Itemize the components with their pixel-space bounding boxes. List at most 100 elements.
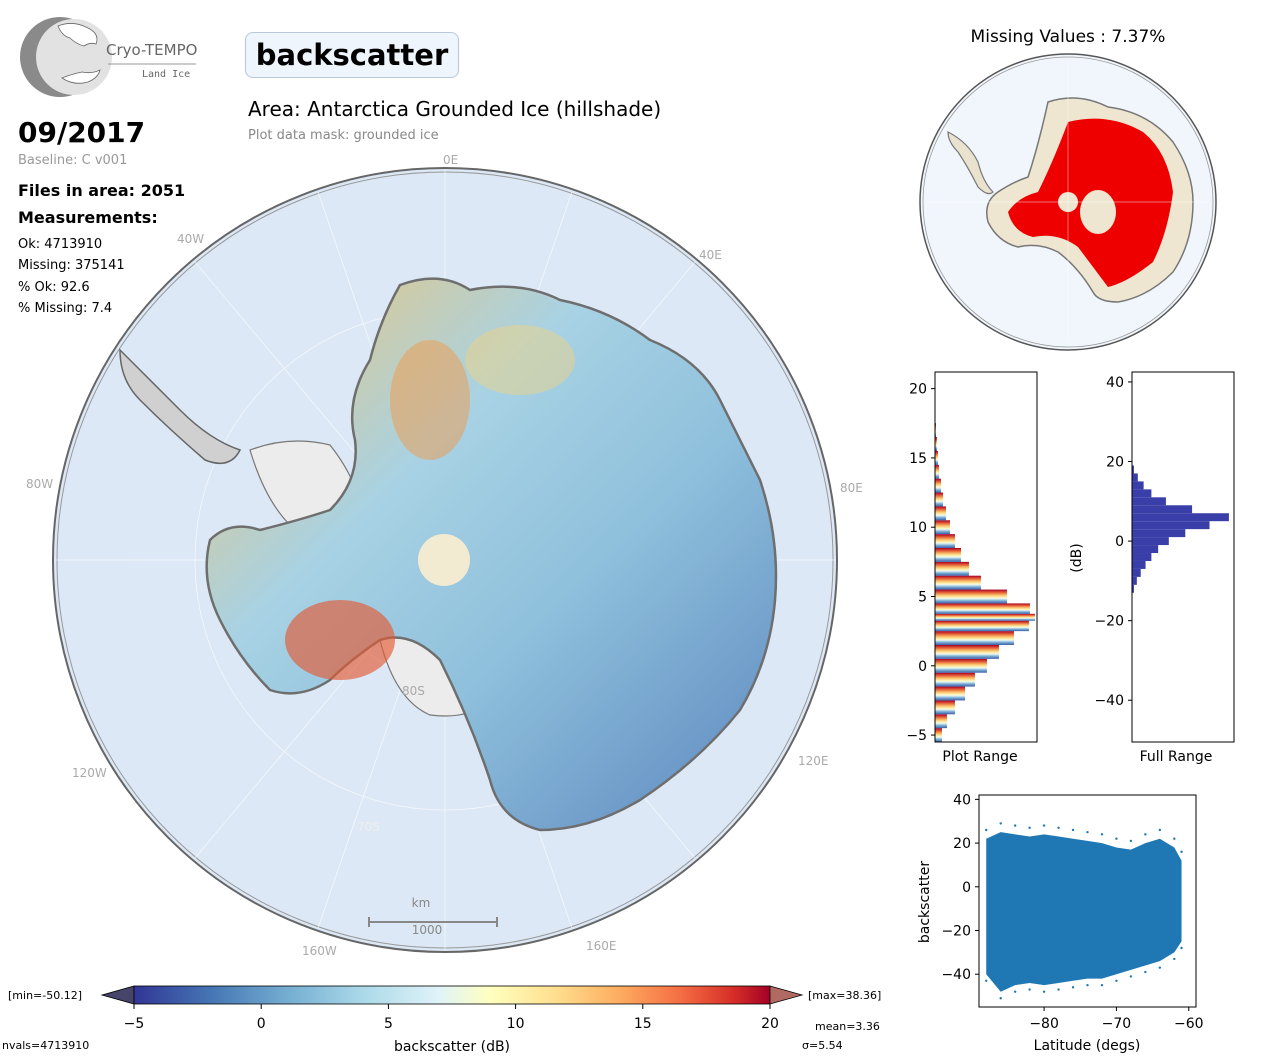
plot-range-bar (935, 478, 941, 493)
plot-range-tick-label: 5 (918, 589, 927, 605)
scatter-point (1115, 979, 1118, 982)
baseline-label: Baseline: C v001 (18, 153, 128, 168)
scatter-point (1180, 946, 1183, 950)
full-range-bar (1132, 568, 1141, 577)
plot-range-bar (935, 561, 969, 576)
logo-subtitle: Land Ice (142, 69, 191, 80)
scatter-point (1071, 986, 1075, 989)
scatter-xlabel: Latitude (degs) (1034, 1038, 1141, 1054)
full-range-bar (1132, 513, 1229, 522)
scatter-point (1173, 837, 1176, 840)
full-range-tick-label: 20 (1106, 455, 1124, 471)
lon-label-80e: 80E (840, 481, 863, 495)
scatter-point (1042, 990, 1046, 993)
scatter-x-tick-label: −80 (1029, 1016, 1059, 1032)
plot-range-bar (935, 714, 947, 729)
colorbar-tick-label: 20 (761, 1016, 779, 1032)
scatter-y-tick-label: 0 (962, 880, 971, 896)
scatter-point (1144, 970, 1147, 974)
colorbar-min-arrow (100, 985, 135, 1005)
plot-range-bar (935, 700, 955, 715)
full-range-tick-label: 0 (1115, 534, 1124, 550)
full-range-bar (1132, 584, 1134, 593)
scatter-point (1057, 826, 1060, 829)
full-range-bar (1132, 465, 1134, 474)
full-range-tick-label: 40 (1106, 375, 1124, 391)
lon-label-120e: 120E (798, 754, 829, 768)
plot-range-bar (935, 520, 950, 535)
scatter-point (1071, 828, 1075, 832)
plot-range-tick-label: 15 (909, 451, 927, 467)
plot-range-bar (935, 534, 955, 548)
nvals-label: nvals=4713910 (2, 1039, 89, 1052)
colorbar-tick-label: 5 (384, 1016, 393, 1032)
high-backscatter-patch (285, 600, 395, 680)
scatter-y-tick-label: 40 (953, 792, 971, 808)
plot-range-bar (935, 631, 1014, 645)
scatter-point (1100, 833, 1104, 836)
scatter-point (1144, 833, 1147, 836)
scatter-point (1100, 983, 1104, 987)
medium-backscatter-patch (465, 325, 575, 395)
plot-range-bar (935, 437, 937, 451)
plot-range-tick-label: −5 (906, 728, 927, 744)
plot-range-frame (934, 371, 1038, 743)
latitude-scatter-plot: −80 −70 −60 −40 −20 0 20 40 Latitude (degs) bac… (917, 792, 1204, 1054)
scatter-frame (978, 794, 1197, 1008)
colorbar-min-label: [min=-50.12] (8, 989, 82, 1002)
logo-title: Cryo-TEMPO (106, 41, 198, 59)
scatter-point (1086, 830, 1089, 834)
scatter-point (1158, 966, 1162, 969)
plot-range-bar (935, 464, 939, 479)
colorbar-max-arrow (769, 985, 804, 1005)
plot-range-bar (935, 506, 946, 521)
scatter-point (1028, 826, 1031, 829)
colorbar-gradient (133, 985, 771, 1005)
full-range-tick-label: −20 (1094, 614, 1124, 630)
stat-pct-missing: % Missing: 7.4 (18, 301, 113, 316)
stat-ok: Ok: 4713910 (18, 237, 103, 252)
missing-values-map (919, 53, 1217, 351)
full-range-bar (1132, 505, 1193, 514)
scatter-point (1158, 828, 1162, 832)
scatter-ylabel: backscatter (917, 861, 933, 943)
lon-label-40e: 40E (699, 248, 722, 262)
full-range-bar (1132, 560, 1146, 569)
scatter-point (1042, 824, 1046, 827)
full-range-histogram: −40 −20 0 20 40 Full Range (dB) (1069, 371, 1235, 765)
scatter-y-tick-label: −20 (941, 924, 971, 940)
full-range-bar (1132, 481, 1144, 490)
plot-range-bar (935, 658, 987, 673)
lon-label-160w: 160W (302, 944, 337, 958)
parameter-title: backscatter (245, 32, 459, 78)
plot-range-bar (935, 575, 981, 590)
lon-label-120w: 120W (72, 766, 107, 780)
plot-range-bar (935, 613, 1035, 621)
scatter-point (1180, 850, 1183, 854)
full-range-xlabel: Full Range (1140, 749, 1213, 765)
scatter-point (1129, 975, 1133, 978)
plot-range-histogram: −5 0 5 10 15 20 Plot Range (906, 371, 1038, 765)
scatter-x-tick-label: −70 (1102, 1016, 1132, 1032)
antarctic-peninsula (119, 348, 242, 465)
scatter-point (1013, 990, 1017, 993)
plot-range-bar (935, 450, 938, 465)
full-range-bar (1132, 473, 1138, 482)
full-range-bar (1132, 489, 1152, 498)
plot-range-tick-label: 10 (909, 520, 927, 536)
full-range-frame (1131, 371, 1235, 743)
high-backscatter-patch (390, 340, 470, 460)
plot-range-tick-label: 0 (918, 659, 927, 675)
plot-range-bar (935, 492, 943, 507)
colorbar-axis-label: backscatter (dB) (394, 1039, 510, 1055)
lon-label-0e: 0E (443, 153, 459, 167)
area-title: Area: Antarctica Grounded Ice (hillshade… (248, 97, 662, 121)
colorbar-tick-label: −5 (124, 1016, 145, 1032)
full-range-ylabel: (dB) (1069, 543, 1085, 572)
colorbar: −5 0 5 10 15 20 [min=-50.12] [max=38.36] back… (2, 985, 881, 1055)
scatter-point (1028, 988, 1031, 991)
plot-range-bar (935, 672, 975, 687)
full-range-bar (1132, 521, 1210, 530)
colorbar-tick-label: 10 (507, 1016, 525, 1032)
scatter-point (1057, 988, 1060, 991)
